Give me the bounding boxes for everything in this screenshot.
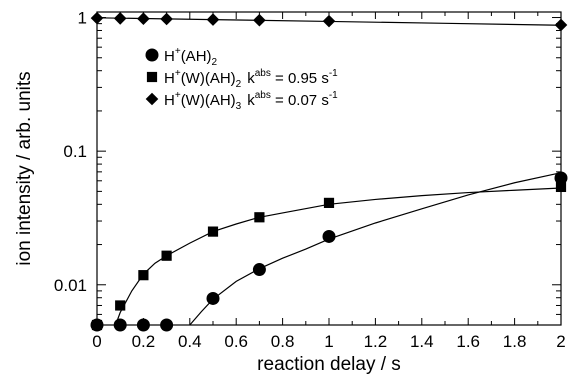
y-tick-label: 1 (78, 9, 87, 28)
y-tick-label: 0.1 (63, 142, 87, 161)
data-point-diamond (253, 13, 266, 27)
data-point-diamond (206, 13, 220, 26)
x-tick-label: 0 (92, 332, 101, 351)
y-tick-label: 0.01 (54, 276, 87, 295)
x-tick-label: 1.4 (410, 332, 434, 351)
data-point-circle (160, 318, 174, 332)
data-points (90, 11, 568, 332)
data-point-square (146, 71, 158, 83)
data-point-square (254, 212, 265, 223)
data-point-square (555, 181, 567, 193)
legend: H+(AH)2H+(W)(AH)2 kabs = 0.95 s-1H+(W)(AH… (145, 46, 338, 112)
x-tick-label: 0.2 (132, 332, 156, 351)
legend-label: H+(AH)2 (164, 46, 218, 68)
data-point-circle (145, 48, 159, 62)
data-point-diamond (160, 12, 173, 26)
data-point-diamond (145, 92, 159, 106)
x-tick-label: 0.4 (178, 332, 202, 351)
data-point-diamond (554, 18, 568, 32)
data-point-circle (252, 263, 266, 277)
fit-curve (188, 172, 561, 325)
fit-curves (97, 17, 561, 325)
data-point-circle (206, 291, 220, 305)
x-tick-label: 0.6 (224, 332, 248, 351)
data-point-circle (554, 171, 568, 185)
legend-label: H+(W)(AH)3 kabs = 0.07 s-1 (164, 90, 338, 112)
data-point-square (91, 319, 103, 331)
data-point-diamond (90, 11, 104, 25)
data-point-diamond (113, 12, 127, 25)
data-point-circle (113, 318, 127, 332)
data-point-square (323, 197, 335, 208)
y-axis-title: ion intensity / arb. units (14, 71, 35, 265)
x-tick-label: 2 (556, 332, 565, 351)
data-point-square (138, 270, 149, 281)
y-tick-labels: 0.01 0.1 1 (54, 9, 87, 295)
legend-label: H+(W)(AH)2 kabs = 0.95 s-1 (164, 68, 338, 90)
data-point-square (115, 300, 126, 311)
x-tick-label: 1.2 (364, 332, 388, 351)
data-point-diamond (137, 12, 150, 26)
x-axis-title: reaction delay / s (257, 354, 401, 375)
x-tick-label: 1 (324, 332, 333, 351)
x-tick-label: 0.8 (271, 332, 295, 351)
x-tick-labels: 0 0.2 0.4 0.6 0.8 1 1.2 1.4 1.6 1.8 2 (92, 332, 565, 351)
data-point-square (161, 250, 172, 261)
data-point-diamond (322, 14, 336, 28)
data-point-square (207, 226, 219, 237)
fit-curve (114, 187, 561, 325)
data-point-circle (136, 318, 150, 332)
x-tick-label: 1.6 (456, 332, 480, 351)
x-tick-label: 1.8 (503, 332, 527, 351)
data-point-circle (322, 229, 336, 243)
